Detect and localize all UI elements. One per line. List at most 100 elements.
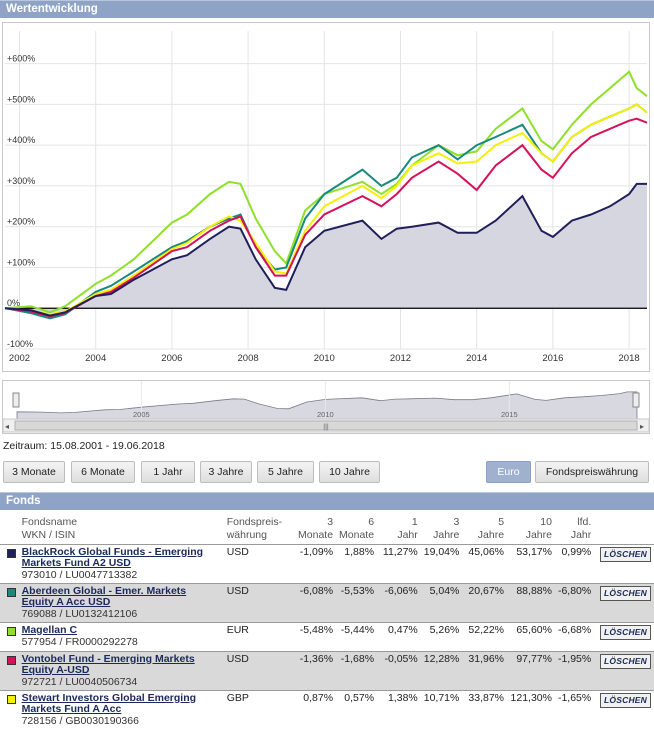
scroll-left-arrow-icon[interactable]: ◂: [5, 422, 9, 431]
y-tick-label: -100%: [7, 339, 33, 349]
fund-name-link[interactable]: Aberdeen Global - Emer. Markets Equity A…: [21, 584, 187, 608]
swatch-box: [6, 587, 16, 597]
perf-5y: 20,67%: [462, 583, 508, 622]
perf-5y: 45,06%: [468, 545, 505, 558]
perf-10y: 88,88%: [507, 583, 555, 622]
fund-table: Fondsname WKN / ISIN Fondspreis-währung 3…: [0, 511, 654, 729]
header-6m: 6 Monate: [339, 515, 375, 541]
fund-cell: Magellan C 577954 / FR0000292278: [19, 622, 224, 651]
chart-navigator[interactable]: 2005 2010 2015 ◂ ▸ |||: [2, 380, 650, 434]
y-tick-label: +300%: [7, 176, 35, 186]
delete-fund-button[interactable]: LÖSCHEN: [600, 585, 651, 601]
perf-3m: -5,48%: [299, 623, 334, 636]
navigator-left-handle[interactable]: [12, 392, 20, 408]
perf-10y: 97,77%: [507, 651, 555, 690]
series-line-4: [4, 103, 648, 316]
perf-ytd: 0,99%: [561, 545, 592, 558]
perf-3y: 10,71%: [423, 691, 460, 704]
fund-wkn-isin: 769088 / LU0132412106: [21, 607, 138, 620]
delete-fund-button[interactable]: LÖSCHEN: [600, 624, 651, 640]
x-tick-label: 2016: [542, 353, 563, 364]
table-row: Stewart Investors Global Emerging Market…: [0, 690, 654, 729]
fund-currency: GBP: [226, 691, 249, 704]
x-tick-label: 2014: [466, 353, 487, 364]
fund-cell: BlackRock Global Funds - Emerging Market…: [19, 544, 224, 583]
fund-cell: Aberdeen Global - Emer. Markets Equity A…: [18, 583, 224, 622]
fund-name-link[interactable]: Vontobel Fund - Emerging Markets Equity …: [21, 652, 195, 676]
fund-color-swatch: [0, 544, 19, 583]
series-line-0: [4, 182, 647, 317]
chart-panel-title: Wertentwicklung: [6, 3, 98, 15]
range-6m-button[interactable]: 6 Monate: [71, 461, 135, 483]
perf-5y: 31,96%: [462, 651, 508, 690]
range-3y-button[interactable]: 3 Jahre: [200, 461, 252, 483]
currency-euro-button[interactable]: Euro: [486, 461, 531, 483]
range-5y-button[interactable]: 5 Jahre: [257, 461, 314, 483]
fund-name-link[interactable]: Magellan C: [21, 623, 78, 636]
header-fund-name: Fondsname WKN / ISIN: [21, 515, 78, 541]
swatch-box: [6, 655, 16, 665]
fund-name-link[interactable]: BlackRock Global Funds - Emerging Market…: [21, 545, 204, 569]
header-3m: 3 Monate: [298, 515, 334, 541]
perf-1y: -0,05%: [377, 651, 421, 690]
delete-fund-button[interactable]: LÖSCHEN: [600, 546, 651, 562]
series-line-2: [4, 70, 648, 314]
delete-fund-button[interactable]: LÖSCHEN: [600, 653, 651, 669]
perf-1y: -6,06%: [377, 583, 421, 622]
navigator-area: [16, 391, 638, 420]
perf-10y: 121,30%: [510, 691, 552, 704]
delete-fund-button[interactable]: LÖSCHEN: [600, 692, 651, 708]
x-tick-label: 2002: [9, 353, 30, 364]
header-1y: 1 Jahr: [397, 515, 418, 541]
x-tick-label: 2006: [161, 353, 182, 364]
perf-ytd: -1,95%: [554, 651, 595, 690]
header-3y: 3 Jahre: [433, 515, 460, 541]
perf-10y: 65,60%: [516, 623, 552, 636]
range-10y-button[interactable]: 10 Jahre: [319, 461, 380, 483]
scroll-grip: |||: [323, 424, 329, 431]
perf-5y: 52,22%: [468, 623, 505, 636]
header-10y: 10 Jahre: [525, 515, 552, 541]
fund-color-swatch: [0, 622, 19, 651]
performance-chart-svg[interactable]: -100% 0% +100% +200% +300% +400% +500% +600% 200…: [3, 23, 649, 371]
swatch-box: [6, 626, 16, 636]
fund-name-link[interactable]: Stewart Investors Global Emerging Market…: [21, 691, 197, 715]
currency-fund-button[interactable]: Fondspreiswährung: [535, 461, 649, 483]
perf-3m: -6,08%: [285, 583, 337, 622]
table-row: Magellan C 577954 / FR0000292278 EUR -5,4…: [0, 622, 654, 651]
y-tick-label: +100%: [7, 257, 35, 267]
perf-3y: 5,26%: [429, 623, 460, 636]
perf-3y: 12,28%: [420, 651, 463, 690]
performance-chart[interactable]: -100% 0% +100% +200% +300% +400% +500% +600% 200…: [2, 22, 650, 372]
navigator-right-handle[interactable]: [632, 392, 640, 408]
x-tick-label: 2010: [314, 353, 335, 364]
y-tick-label: +400%: [7, 135, 35, 145]
perf-6m: -5,44%: [340, 623, 375, 636]
perf-3m: -1,09%: [299, 545, 334, 558]
fund-cell: Stewart Investors Global Emerging Market…: [19, 690, 224, 729]
perf-6m: 0,57%: [344, 691, 375, 704]
series-line-3: [4, 117, 648, 318]
header-ytd: lfd. Jahr: [570, 515, 592, 541]
table-header-row: Fondsname WKN / ISIN Fondspreis-währung 3…: [0, 511, 654, 544]
navigator-svg[interactable]: 2005 2010 2015 ◂ ▸ |||: [3, 381, 649, 433]
range-3m-button[interactable]: 3 Monate: [3, 461, 65, 483]
fund-currency: USD: [223, 651, 286, 690]
y-tick-label: 0%: [7, 298, 20, 308]
x-tick-label: 2012: [390, 353, 411, 364]
perf-1y: 1,38%: [387, 691, 418, 704]
table-row: Vontobel Fund - Emerging Markets Equity …: [0, 651, 654, 690]
scroll-right-arrow-icon[interactable]: ▸: [640, 422, 644, 431]
perf-1y: 0,47%: [387, 623, 418, 636]
header-5y: 5 Jahre: [477, 515, 505, 541]
x-tick-label: 2018: [619, 353, 640, 364]
perf-ytd: -1,65%: [557, 691, 592, 704]
fund-currency: EUR: [226, 623, 249, 636]
navigator-scroll-thumb[interactable]: [14, 420, 638, 431]
perf-3y: 19,04%: [423, 545, 460, 558]
fund-currency: USD: [226, 545, 249, 558]
period-range-text: Zeitraum: 15.08.2001 - 19.06.2018: [3, 440, 165, 452]
navigator-ticks: 2005 2010 2015: [133, 381, 518, 419]
range-1y-button[interactable]: 1 Jahr: [141, 461, 195, 483]
perf-3m: -1,36%: [285, 651, 337, 690]
